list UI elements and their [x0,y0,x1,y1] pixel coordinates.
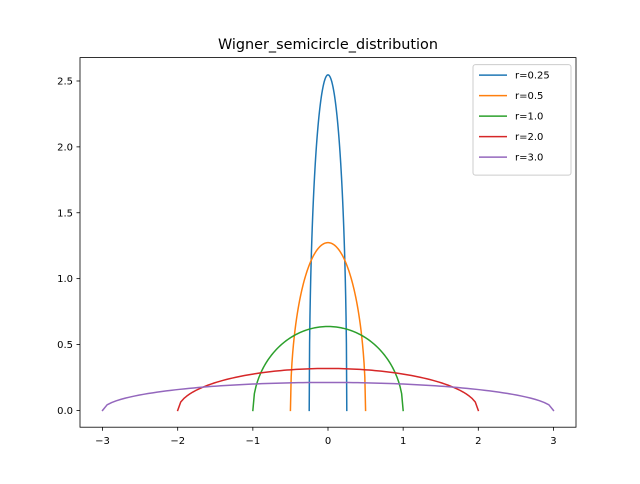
series-line-r-3-0 [101,381,555,412]
x-tick-label: 0 [325,436,331,447]
legend-label: r=0.25 [515,71,550,82]
chart-title: Wigner_semicircle_distribution [218,37,438,53]
series-line-r-0-25 [308,74,348,412]
legend-label: r=2.0 [515,132,543,143]
legend-label: r=0.5 [515,91,543,102]
series-layer [101,74,555,412]
y-tick-label: 1.5 [57,208,73,219]
legend-label: r=3.0 [515,153,543,164]
x-tick-label: 2 [475,436,481,447]
series-line-r-0-5 [289,241,367,412]
y-tick-label: 0.5 [57,340,73,351]
axes-layer: −3 −2 −1 0 1 2 3 0.0 0.5 1.0 1.5 2.0 2.5 [57,77,557,448]
legend-label: r=1.0 [515,112,543,123]
x-tick-label: −1 [245,436,260,447]
y-tick-label: 0.0 [57,406,73,417]
series-line-r-2-0 [176,367,480,412]
y-tick-label: 1.0 [57,274,73,285]
x-tick-label: −3 [95,436,110,447]
legend: r=0.25 r=0.5 r=1.0 r=2.0 r=3.0 [472,64,572,176]
series-line-r-1-0 [252,325,404,412]
y-tick-label: 2.5 [57,77,73,88]
x-tick-label: 1 [400,436,406,447]
legend-box [472,64,572,176]
x-tick-label: 3 [550,436,556,447]
x-tick-label: −2 [170,436,185,447]
y-tick-label: 2.0 [57,142,73,153]
